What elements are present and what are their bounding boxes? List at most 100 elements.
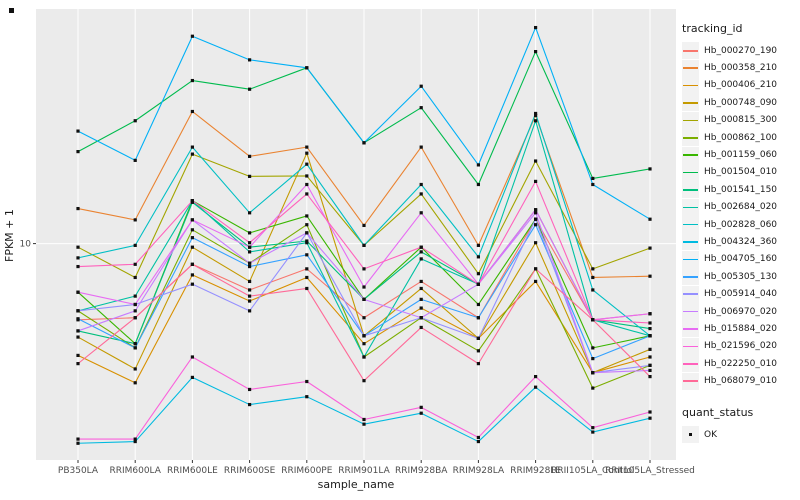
legend-color-line [683, 49, 698, 52]
legend-label: Hb_068079_010 [704, 376, 778, 387]
data-point [133, 346, 137, 350]
data-point [419, 306, 423, 310]
data-point [248, 288, 252, 292]
legend-label: Hb_000748_090 [704, 97, 778, 108]
legend-key-line-icon [682, 163, 699, 181]
data-point [419, 316, 423, 320]
data-point [476, 336, 480, 340]
data-point [648, 368, 652, 373]
data-point [534, 25, 538, 30]
legend-label: Hb_000862_100 [704, 132, 778, 143]
x-tick-label: RRIM600PE [281, 466, 333, 476]
data-point [419, 192, 423, 196]
data-point [648, 355, 652, 359]
x-tick-label: RRIM600LE [167, 466, 218, 476]
legend-key-line-icon [682, 59, 699, 77]
data-point [362, 334, 366, 338]
legend-label: OK [704, 429, 717, 440]
data-point [76, 129, 80, 133]
data-point [248, 250, 252, 254]
legend-key-point-icon [682, 426, 699, 443]
data-point [76, 317, 80, 321]
data-point [648, 274, 652, 278]
legend-title-quant-status: quant_status [682, 405, 754, 419]
data-point [76, 437, 80, 441]
data-point [248, 264, 252, 269]
data-point [362, 267, 366, 271]
data-point [648, 334, 652, 338]
data-point [190, 245, 194, 249]
data-point [133, 437, 137, 441]
legend-key-line-icon [682, 42, 699, 60]
data-point [476, 163, 480, 167]
legend-item-Hb_000406_210: Hb_000406_210 [682, 76, 800, 94]
data-point [419, 325, 423, 330]
data-point [476, 362, 480, 366]
legend-color-line [683, 223, 698, 226]
data-point [591, 430, 595, 434]
legend-item-Hb_000270_190: Hb_000270_190 [682, 42, 800, 60]
x-tick-label: RRII105LA_Control [551, 466, 634, 476]
data-point [534, 159, 538, 163]
data-point [190, 218, 194, 222]
legend-key-line-icon [682, 268, 699, 286]
data-point [76, 335, 80, 339]
data-point [476, 255, 480, 259]
data-point [534, 223, 538, 227]
legend-label: Hb_015884_020 [704, 323, 778, 334]
data-point [534, 267, 538, 271]
data-point [305, 174, 309, 178]
data-point [362, 379, 366, 383]
legend-color-line [683, 67, 698, 69]
legend-key-line-icon [682, 94, 699, 112]
data-point [476, 182, 480, 187]
data-point [133, 119, 137, 123]
data-point [248, 294, 252, 298]
data-point [362, 285, 366, 289]
legend-key-line-icon [682, 337, 699, 355]
data-point [419, 245, 423, 249]
data-point [419, 106, 423, 110]
data-point [190, 355, 194, 359]
legend-key-line-icon [682, 372, 699, 390]
data-point [133, 381, 137, 385]
data-point [362, 297, 366, 301]
data-point [133, 275, 137, 280]
data-point [476, 349, 480, 353]
legend-items-tracking-id: Hb_000270_190 Hb_000358_210 Hb_000406_210 H… [682, 42, 800, 390]
legend-key-line-icon [682, 355, 699, 373]
data-point [248, 231, 252, 235]
y-axis-title: FPKM + 1 [3, 209, 16, 262]
legend-panel: tracking_id Hb_000270_190 Hb_000358_210 Hb… [682, 22, 800, 443]
data-point [648, 363, 652, 367]
data-point [133, 302, 137, 307]
data-point [419, 297, 423, 301]
data-point [362, 422, 366, 426]
legend-label: Hb_005914_040 [704, 289, 778, 300]
legend-label: Hb_000358_210 [704, 63, 778, 74]
data-point [190, 109, 194, 114]
legend-label: Hb_004324_360 [704, 236, 778, 247]
data-point [248, 87, 252, 91]
legend-label: Hb_002828_060 [704, 219, 778, 230]
data-point [591, 182, 595, 187]
data-point [534, 385, 538, 389]
data-point [190, 228, 194, 232]
data-point [476, 316, 480, 320]
data-point [305, 275, 309, 280]
data-point [190, 199, 194, 203]
data-point [76, 329, 80, 333]
data-point [419, 182, 423, 187]
data-point [305, 66, 309, 70]
data-point [248, 58, 252, 62]
legend-color-line [683, 276, 698, 278]
legend-quant-status: quant_status OK [682, 406, 800, 443]
data-point [648, 246, 652, 250]
legend-label: Hb_022250_010 [704, 358, 778, 369]
data-point [476, 272, 480, 276]
data-point [419, 211, 423, 215]
data-point [305, 151, 309, 155]
data-point [248, 309, 252, 313]
legend-title-tracking-id: tracking_id [682, 22, 743, 35]
legend-key-line-icon [682, 303, 699, 321]
